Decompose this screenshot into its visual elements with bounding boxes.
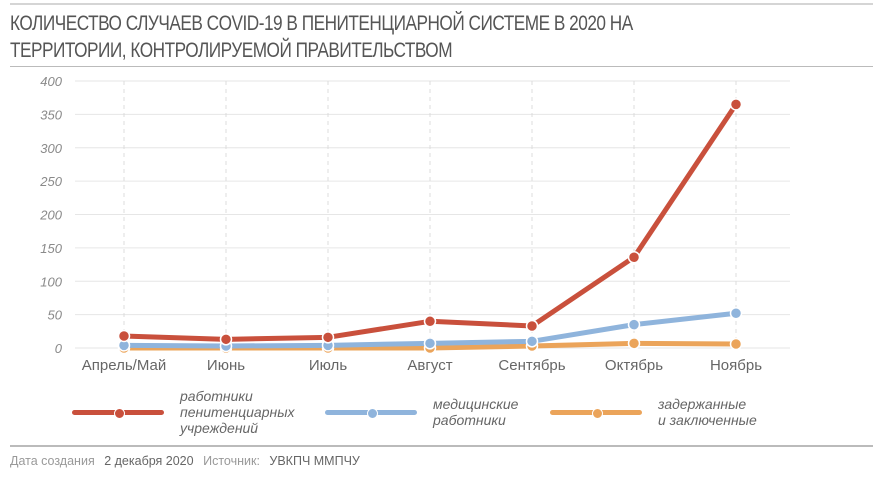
x-tick-label: Апрель/Май: [82, 357, 166, 374]
footer-rule: [10, 445, 873, 447]
y-tick-label: 150: [40, 241, 62, 256]
legend-swatch-icon: [325, 407, 417, 419]
data-point: [627, 318, 641, 331]
y-tick-label: 200: [39, 208, 62, 223]
data-point: [729, 98, 743, 111]
data-point: [627, 250, 641, 264]
created-value: 2 декабря 2020: [104, 454, 194, 468]
x-tick-label: Август: [407, 357, 452, 374]
source-value: УВКПЧ ММПЧУ: [269, 454, 360, 468]
legend-item-prison-staff: работники пенитенциарных учреждений: [72, 388, 295, 436]
created-label: Дата создания: [10, 454, 95, 468]
data-point: [729, 307, 743, 320]
data-point: [219, 333, 233, 346]
x-tick-label: Июль: [309, 357, 347, 374]
data-point: [729, 337, 743, 351]
chart-plot-area: 0 50 100 150 200 250 300 350 400 Апрель/Май Июнь Ию…: [39, 74, 790, 374]
y-tick-label: 400: [40, 74, 62, 89]
data-point: [423, 315, 437, 328]
legend-label: медицинские работники: [433, 396, 519, 428]
legend-swatch-icon: [550, 407, 642, 419]
chart-title-line-1: КОЛИЧЕСТВО СЛУЧАЕВ COVID-19 В ПЕНИТЕНЦИА…: [10, 12, 633, 35]
x-tick-label: Октябрь: [605, 357, 663, 374]
data-point: [117, 329, 131, 343]
source-label: Источник:: [203, 454, 260, 468]
legend-item-medical-staff: медицинские работники: [325, 396, 518, 428]
y-tick-label: 300: [40, 141, 62, 156]
data-point: [525, 335, 539, 348]
legend-swatch-icon: [72, 407, 164, 419]
chart-legend: работники пенитенциарных учреждений меди…: [60, 385, 860, 440]
x-tick-label: Июнь: [207, 357, 245, 374]
top-rule: [10, 3, 873, 5]
legend-item-detainees: задержанные и заключенные: [550, 396, 757, 428]
y-tick-label: 350: [40, 107, 62, 122]
x-tick-label: Ноябрь: [710, 357, 762, 374]
footer: Дата создания 2 декабря 2020 Источник: У…: [10, 454, 366, 468]
title-rule: [10, 66, 873, 67]
data-point: [627, 337, 641, 350]
y-tick-label: 250: [39, 174, 62, 189]
line-chart: 0 50 100 150 200 250 300 350 400 Апрель/Май Июнь Ию…: [0, 70, 883, 385]
data-point: [321, 331, 335, 344]
x-tick-label: Сентябрь: [498, 357, 565, 374]
y-tick-label: 100: [40, 274, 62, 289]
chart-title-line-2: ТЕРРИТОРИИ, КОНТРОЛИРУЕМОЙ ПРАВИТЕЛЬСТВО…: [10, 39, 453, 62]
legend-label: задержанные и заключенные: [658, 396, 757, 428]
legend-label: работники пенитенциарных учреждений: [180, 388, 295, 436]
y-tick-label: 50: [48, 308, 63, 323]
data-point: [525, 319, 539, 333]
chart-title: КОЛИЧЕСТВО СЛУЧАЕВ COVID-19 В ПЕНИТЕНЦИА…: [10, 10, 863, 64]
data-point: [423, 337, 437, 350]
y-tick-label: 0: [55, 341, 63, 356]
